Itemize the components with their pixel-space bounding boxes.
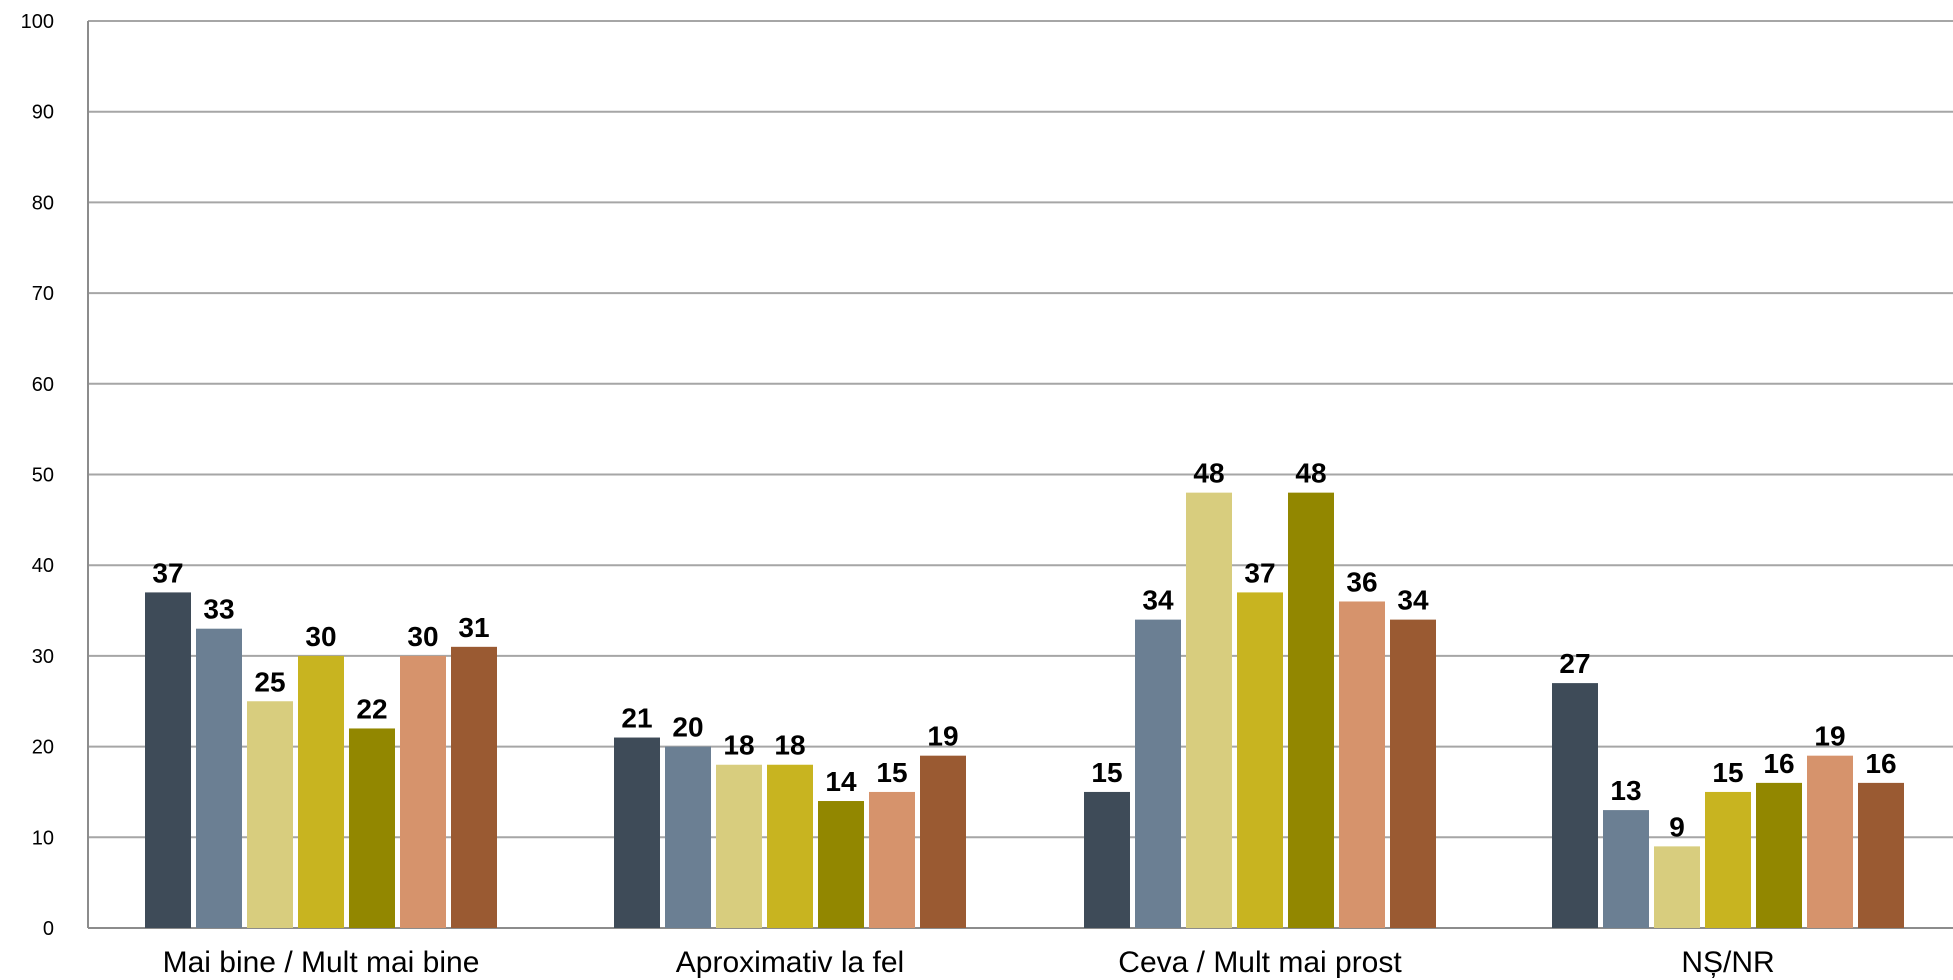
bar <box>665 746 711 928</box>
bar <box>1135 619 1181 928</box>
x-tick-label: Mai bine / Mult mai bine <box>163 946 480 979</box>
bar <box>349 728 395 928</box>
data-label: 15 <box>1091 757 1122 788</box>
data-label: 37 <box>1244 557 1275 588</box>
bar <box>298 655 344 928</box>
y-tick-label: 60 <box>32 374 54 396</box>
data-label: 22 <box>356 693 387 724</box>
bar <box>1288 492 1334 928</box>
data-label: 33 <box>203 594 234 625</box>
x-tick-label: Ceva / Mult mai prost <box>1118 946 1402 979</box>
bar <box>400 655 446 928</box>
y-tick-label: 40 <box>32 555 54 577</box>
data-label: 37 <box>152 557 183 588</box>
data-label: 13 <box>1610 775 1641 806</box>
bar <box>451 646 497 928</box>
bar <box>767 764 813 928</box>
data-label: 20 <box>672 712 703 743</box>
x-tick-label: NȘ/NR <box>1681 946 1774 979</box>
y-tick-label: 70 <box>32 283 54 305</box>
data-label: 48 <box>1193 458 1224 489</box>
y-tick-label: 20 <box>32 737 54 759</box>
bar <box>145 592 191 928</box>
bar <box>1603 810 1649 928</box>
x-tick-label: Aproximativ la fel <box>676 946 904 979</box>
bar <box>1858 782 1904 928</box>
bar <box>1084 791 1130 928</box>
data-label: 9 <box>1669 811 1685 842</box>
y-tick-label: 0 <box>43 918 54 940</box>
data-label: 21 <box>621 703 652 734</box>
data-label: 19 <box>1814 721 1845 752</box>
bar <box>247 701 293 928</box>
bar <box>1186 492 1232 928</box>
data-label: 16 <box>1763 748 1794 779</box>
bar <box>1705 791 1751 928</box>
bar <box>1339 601 1385 928</box>
bar <box>1756 782 1802 928</box>
bar <box>1390 619 1436 928</box>
y-tick-label: 10 <box>32 827 54 849</box>
data-label: 48 <box>1295 458 1326 489</box>
bar <box>716 764 762 928</box>
data-label: 14 <box>825 766 857 797</box>
bar <box>1552 683 1598 928</box>
bar <box>1807 755 1853 928</box>
y-tick-label: 30 <box>32 646 54 668</box>
bar <box>614 737 660 928</box>
data-label: 15 <box>876 757 907 788</box>
data-label: 34 <box>1397 585 1429 616</box>
data-label: 27 <box>1559 648 1590 679</box>
data-label: 16 <box>1865 748 1896 779</box>
bar <box>196 628 242 928</box>
y-tick-label: 50 <box>32 465 54 487</box>
data-label: 19 <box>927 721 958 752</box>
bar <box>869 791 915 928</box>
bar <box>920 755 966 928</box>
y-tick-label: 100 <box>21 11 54 33</box>
data-label: 25 <box>254 666 285 697</box>
bar <box>1237 592 1283 928</box>
data-label: 30 <box>407 621 438 652</box>
data-label: 18 <box>774 730 805 761</box>
data-label: 31 <box>458 612 489 643</box>
y-tick-label: 80 <box>32 192 54 214</box>
bar <box>1654 846 1700 928</box>
data-label: 15 <box>1712 757 1743 788</box>
bar <box>818 801 864 928</box>
data-label: 36 <box>1346 566 1377 597</box>
data-label: 30 <box>305 621 336 652</box>
data-label: 34 <box>1142 585 1174 616</box>
y-tick-label: 90 <box>32 102 54 124</box>
data-label: 18 <box>723 730 754 761</box>
